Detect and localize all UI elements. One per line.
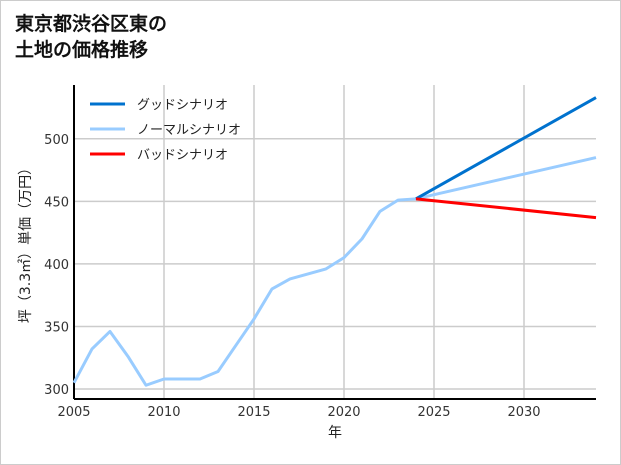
legend-label-3: バッドシナリオ xyxy=(137,148,228,163)
chart-title-line-1: 東京都渋谷区東の xyxy=(15,13,168,35)
y-tick-label: 300 xyxy=(44,383,69,398)
y-tick-label: 350 xyxy=(44,320,69,335)
x-tick-label: 2020 xyxy=(327,405,360,420)
series-line-3 xyxy=(415,197,597,220)
y-tick-label: 500 xyxy=(44,133,69,148)
legend-label-2: ノーマルシナリオ xyxy=(137,123,241,138)
y-tick-label: 400 xyxy=(44,258,69,273)
x-tick-label: 2030 xyxy=(507,405,540,420)
y-tick-label: 450 xyxy=(44,195,69,210)
y-axis-label: 坪（3.3㎡）単価（万円） xyxy=(18,161,34,323)
x-tick-label: 2025 xyxy=(417,405,450,420)
x-axis-label: 年 xyxy=(328,425,342,441)
chart-title: 東京都渋谷区東の 土地の価格推移 xyxy=(15,11,167,63)
series-line-2 xyxy=(72,156,597,387)
x-tick-label: 2015 xyxy=(237,405,270,420)
x-tick-label: 2005 xyxy=(57,405,90,420)
legend-label-1: グッドシナリオ xyxy=(137,98,228,113)
x-tick-label: 2010 xyxy=(147,405,180,420)
chart-title-line-2: 土地の価格推移 xyxy=(15,39,149,61)
series-line-1 xyxy=(415,96,597,201)
